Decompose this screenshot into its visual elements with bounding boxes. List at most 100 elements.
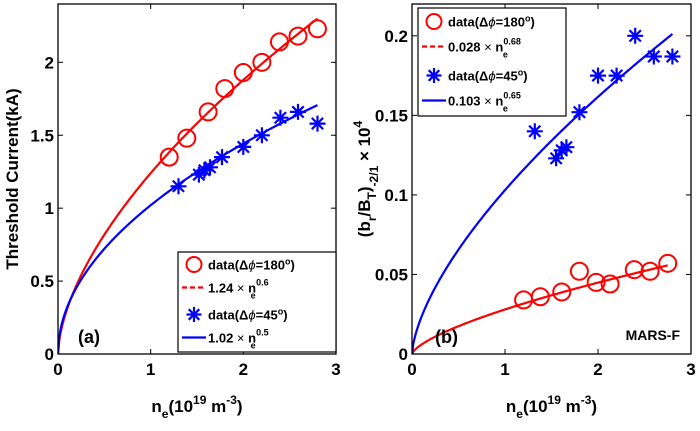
panel-a-circle-point	[288, 26, 308, 46]
panel-b-legend-label: 0.028 × n0.68 e	[448, 37, 521, 60]
panel-a-legend-circle-icon	[185, 256, 203, 273]
panel-a-y-tick-label: 2	[45, 53, 54, 72]
panel-b-y-tick-label: 0.1	[384, 186, 408, 205]
panel-a-legend-label: data(Δϕ=45o)	[208, 307, 288, 323]
panel-b-xlabel-base: n	[506, 397, 516, 416]
panel-a-circle-point	[252, 52, 272, 72]
panel-b-ylabel-sub3: -2/1	[367, 165, 381, 186]
panel-b-fit-line-1	[412, 264, 669, 354]
panel-b-axes-box	[411, 3, 692, 355]
panel-b-x-tick-label: 3	[686, 360, 695, 379]
panel-b-circle-point	[658, 253, 678, 273]
panel-a-circle-point	[307, 19, 327, 39]
panel-b-star-point	[608, 67, 625, 84]
panel-b-ylabel-mid: /B	[355, 199, 374, 216]
panel-b-x-tick-label: 1	[500, 360, 509, 379]
panel-a-legend: data(Δϕ=180o) 1.24 × n0.6 e data(Δϕ=45o) 1.0…	[177, 251, 337, 353]
panel-b-ticks: 0 1 2 3 0 0.05 0.1 0.15 0.2	[375, 4, 696, 379]
panel-b-ylabel-open: (b	[355, 221, 374, 237]
panel-b-label: (b)	[435, 327, 458, 347]
panel-a-xlabel-sub: e	[162, 407, 169, 421]
panel-b-x-tick-label: 2	[593, 360, 602, 379]
panel-a-legend-label: 1.02 × n0.5 e	[208, 328, 269, 351]
panel-b-star-point	[558, 139, 575, 156]
panel-b-star-point	[627, 27, 644, 44]
panel-a-xlabel-sup: 19	[193, 393, 207, 407]
panel-a-y-tick-label: 1	[45, 199, 54, 218]
panel-b-circle-point	[586, 272, 606, 292]
panel-b-xlabel-close: )	[591, 397, 597, 416]
panel-a-xlabel-base: n	[151, 397, 161, 416]
panel-b-ylabel-times: × 10	[355, 127, 374, 165]
panel-b-xlabel-unit-sup: -3	[581, 393, 592, 407]
panel-a-circle-point	[198, 102, 218, 122]
panel-a-star-point	[202, 159, 218, 176]
panel-a: 0 1 2 300.511.52 (a) Threshold Current(kA) …	[3, 3, 341, 421]
panel-b-y-tick-label: 0.05	[375, 265, 408, 284]
panel-a-x-tick-label: 3	[331, 360, 340, 379]
panel-a-y-axis-label: Threshold Current(kA)	[3, 88, 22, 269]
panel-b-ylabel-sub1: r	[365, 216, 379, 221]
panel-b-legend-circle-icon	[425, 13, 443, 30]
panel-a-x-tick-label: 2	[239, 360, 248, 379]
panel-a-star-point	[290, 103, 306, 120]
panel-a-x-tick-label: 0	[53, 360, 62, 379]
panel-b-annotation: MARS-F	[626, 327, 681, 343]
panel-a-plot-area	[58, 17, 327, 354]
panel-b-y-axis-label: (br/BT)-2/1 × 104	[351, 120, 381, 237]
panel-a-ticks: 0 1 2 3 0 0.5 1 1.5 2	[30, 4, 341, 379]
panel-b-star-point	[526, 123, 543, 140]
panel-a-star-point	[235, 138, 252, 155]
panel-b-plot-area	[412, 27, 681, 354]
panel-a-legend-box	[177, 251, 337, 353]
panel-b-fit-line-3	[412, 33, 674, 354]
panel-a-label: (a)	[78, 327, 100, 347]
panel-a-xlabel-unit: m	[206, 397, 226, 416]
panel-b-legend-label: 0.103 × n0.65 e	[448, 91, 521, 114]
panel-a-star-point	[272, 109, 289, 126]
panel-b-y-tick-label: 0	[399, 345, 408, 364]
panel-b-star-point	[571, 104, 588, 121]
panel-a-y-tick-label: 0.5	[30, 272, 54, 291]
panel-a-axes-box	[57, 3, 337, 355]
panel-a-star-point	[170, 178, 187, 195]
panel-b-ylabel-close: )	[355, 186, 374, 192]
panel-b-circle-point	[569, 261, 589, 281]
panel-a-star-point	[253, 127, 270, 144]
panel-b-y-tick-label: 0.2	[384, 27, 408, 46]
panel-a-legend-label: 1.24 × n0.6 e	[208, 278, 269, 301]
panel-a-legend-star-icon	[186, 307, 202, 322]
panel-b-legend-label: data(Δϕ=45o)	[448, 68, 528, 84]
panel-b-star-point	[590, 67, 606, 84]
panel-b-star-point	[645, 48, 662, 65]
panel-b-ylabel-sub2: T	[365, 191, 379, 199]
panel-a-circle-point	[159, 147, 179, 167]
panel-b-x-tick-label: 0	[407, 360, 416, 379]
panel-b-legend-star-icon	[426, 68, 442, 83]
panel-a-legend-label: data(Δϕ=180o)	[208, 257, 295, 273]
panel-b-legend-box	[417, 7, 567, 117]
panel-a-circle-point	[177, 128, 197, 148]
panel-b-ylabel-sup: 4	[351, 120, 365, 127]
panel-a-star-point	[309, 115, 326, 132]
panel-b-circle-point	[600, 274, 620, 294]
panel-b-xlabel-sub: e	[516, 407, 523, 421]
panel-a-xlabel-rest: (10	[168, 397, 193, 416]
panel-b-x-axis-label: ne(1019 m-3)	[506, 393, 597, 421]
panel-a-y-tick-label: 0	[45, 345, 54, 364]
panel-a-circle-point	[215, 79, 235, 99]
panel-a-fit-line-1	[58, 17, 319, 354]
panel-a-x-tick-label: 1	[146, 360, 155, 379]
panel-a-xlabel-unit-sup: -3	[226, 393, 237, 407]
panel-b-star-point	[664, 48, 681, 65]
panel-b-xlabel-rest: (10	[523, 397, 548, 416]
panel-b-circle-point	[552, 282, 572, 302]
panel-b-star-point	[548, 150, 565, 167]
panel-b: 0 1 2 300.050.10.150.2 (b) MARS-F (br/BT)-2…	[351, 3, 696, 421]
panel-b-xlabel-unit: m	[561, 397, 581, 416]
panel-b-y-tick-label: 0.15	[375, 106, 408, 125]
panel-a-fit-line-3	[58, 104, 318, 354]
panel-b-legend: data(Δϕ=180o) 0.028 × n0.68 e data(Δϕ=45o) 0…	[417, 7, 567, 117]
panel-b-xlabel-sup: 19	[548, 393, 562, 407]
